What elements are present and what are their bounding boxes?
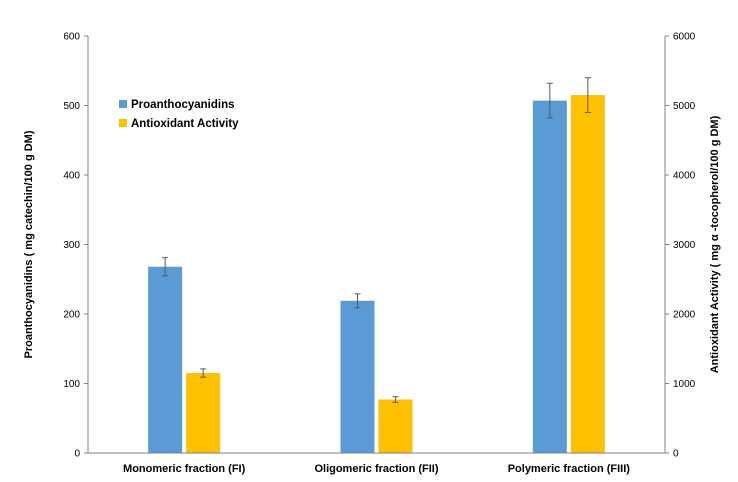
bars	[148, 95, 605, 453]
legend: Proanthocyanidins Antioxidant Activity	[119, 99, 239, 130]
left-tick-label: 100	[63, 379, 80, 390]
category-labels: Monomeric fraction (FI) Oligomeric fracti…	[123, 463, 630, 475]
bar-proanthocyanidins	[340, 300, 375, 453]
error-bar	[392, 396, 399, 403]
error-bar	[546, 82, 553, 119]
bar-proanthocyanidins	[532, 100, 567, 453]
left-tick-label: 600	[63, 32, 80, 43]
right-tick-label: 6000	[673, 32, 696, 43]
left-tick-label: 200	[63, 310, 80, 321]
legend-label: Proanthocyanidins	[131, 99, 235, 111]
legend-label: Antioxidant Activity	[131, 118, 239, 130]
left-tick-label: 400	[63, 171, 80, 182]
right-axis-ticks: 0 1000 2000 3000 4000 5000 6000	[665, 32, 696, 460]
bar-antioxidant-activity	[378, 399, 413, 453]
right-tick-label: 5000	[673, 101, 696, 112]
left-tick-label: 500	[63, 101, 80, 112]
right-tick-label: 1000	[673, 379, 696, 390]
left-tick-label: 300	[63, 240, 80, 251]
error-bar	[200, 368, 207, 378]
legend-swatch	[119, 100, 127, 108]
left-axis-ticks: 0 100 200 300 400 500 600	[63, 32, 88, 460]
bar-antioxidant-activity	[186, 373, 221, 453]
bar-proanthocyanidins	[148, 266, 183, 453]
error-bar	[162, 257, 169, 277]
y2-axis-title: Antioxidant Activity ( mg α -tocopherol/…	[709, 115, 721, 373]
right-tick-label: 4000	[673, 171, 696, 182]
category-label: Oligomeric fraction (FII)	[314, 463, 438, 475]
left-tick-label: 0	[74, 449, 80, 460]
right-tick-label: 3000	[673, 240, 696, 251]
category-label: Monomeric fraction (FI)	[123, 463, 246, 475]
category-label: Polymeric fraction (FIII)	[508, 463, 631, 475]
y-axis-title: Proanthocyanidins ( mg catechin/100 g DM…	[23, 130, 35, 358]
legend-swatch	[119, 119, 127, 127]
error-bar	[354, 293, 361, 309]
right-tick-label: 0	[673, 449, 679, 460]
error-bars	[162, 77, 591, 403]
error-bar	[584, 77, 591, 113]
bar-antioxidant-activity	[570, 95, 605, 453]
right-tick-label: 2000	[673, 310, 696, 321]
